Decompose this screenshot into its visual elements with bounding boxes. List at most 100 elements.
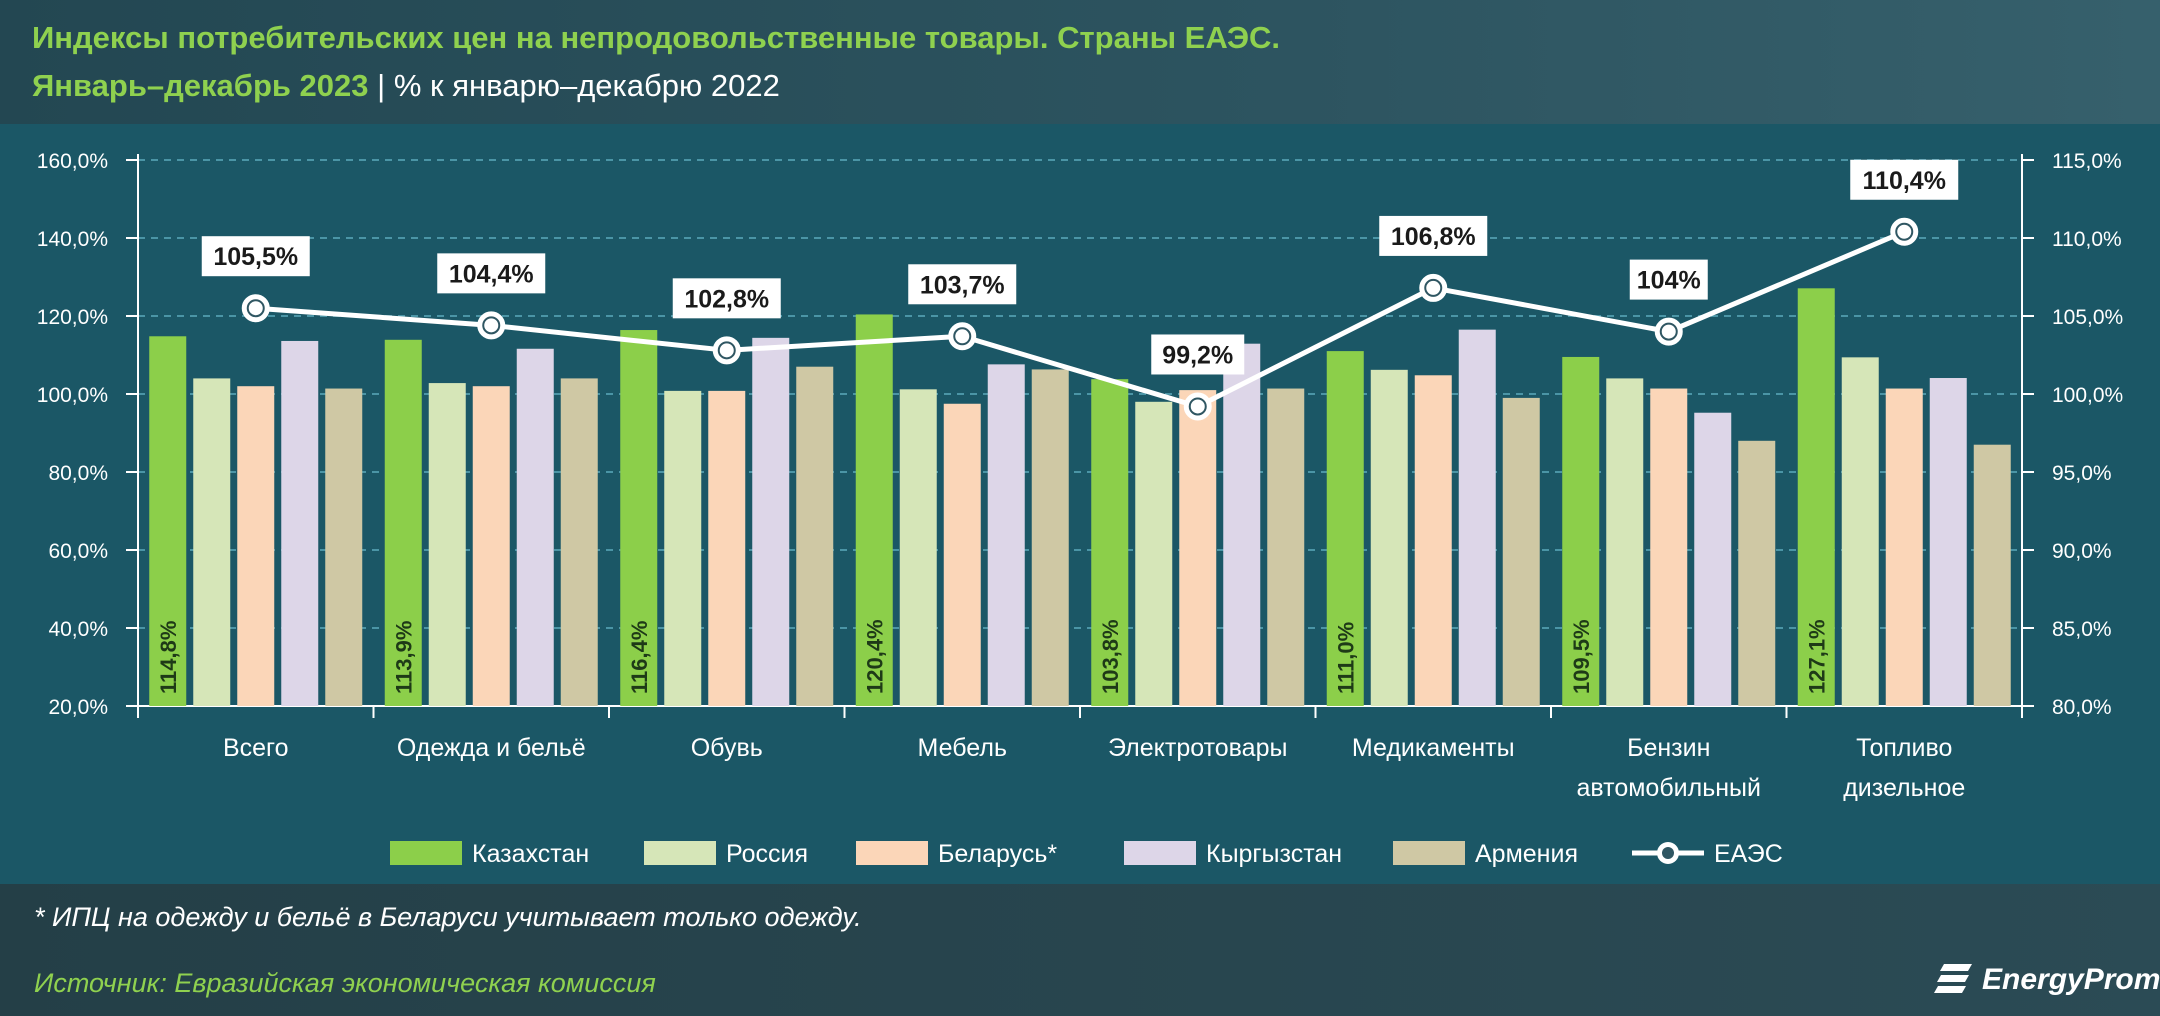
bar-belarus [943,403,981,706]
bar-data-label: 114,8% [156,621,181,694]
line-point-ring [477,311,506,340]
bar-belarus [1650,388,1688,706]
y-right-tick-label: 80,0% [2052,696,2112,719]
bar-russia [899,389,937,706]
y-left-tick-label: 100,0% [37,384,108,407]
x-category-label: автомобильный [1577,774,1761,802]
bar-kazakhstan [855,314,893,706]
chart-subtitle-line: Январь–декабрь 2023 | % к январю–декабрю… [32,68,780,104]
y-right-tick-label: 100,0% [2052,384,2123,407]
bar-kyrgyzstan [516,348,554,706]
bar-russia [1370,369,1408,706]
bar-armenia [1973,444,2011,706]
bar-data-label: 116,4% [627,621,652,694]
line-point-inner [482,316,501,335]
y-left-tick-label: 120,0% [37,306,108,329]
line-data-label: 104,4% [449,260,534,288]
legend-swatch-kazakhstan [390,841,462,865]
chart-subtitle-unit: % к январю–декабрю 2022 [393,68,780,103]
legend-label: Беларусь* [938,840,1057,868]
y-right-tick-label: 90,0% [2052,540,2112,563]
line-eaes [255,229,1906,409]
logo-text: EnergyProm [1982,963,2160,996]
line-label-box [908,264,1017,305]
chart-title: Индексы потребительских цен на непродово… [32,20,1281,55]
y-right-tick-label: 105,0% [2052,306,2123,329]
line-data-label: 105,5% [213,243,298,271]
bar-kazakhstan [1797,288,1835,706]
line-point-inner [1659,322,1678,341]
line-point-ring [241,294,270,323]
line-label-box [1850,159,1959,200]
bar-kyrgyzstan [1223,343,1261,706]
x-category-label: Одежда и бельё [397,734,586,762]
x-category-label: Обувь [691,734,763,762]
y-right-tick-label: 95,0% [2052,462,2112,485]
bar-armenia [1738,440,1776,706]
line-point-ring [1183,392,1212,421]
x-category-label: дизельное [1843,774,1965,802]
bar-armenia [1267,388,1305,706]
line-label-box [1379,215,1488,256]
bar-armenia [796,366,834,706]
bar-russia [428,383,466,706]
bar-armenia [325,388,363,706]
y-left-tick-label: 20,0% [48,696,108,719]
energyprom-logo: EnergyProm [1934,962,2160,998]
bar-kyrgyzstan [1929,378,1967,706]
bar-data-label: 113,9% [391,621,416,694]
bar-kyrgyzstan [1694,412,1732,706]
line-data-label: 102,8% [684,285,769,313]
subtitle-separator: | [377,68,386,103]
line-data-label: 106,8% [1391,223,1476,251]
legend-swatch-russia [644,841,716,865]
footer-background [0,884,2160,1016]
bar-data-label: 127,1% [1804,619,1829,694]
chart-subtitle-period: Январь–декабрь 2023 [32,68,369,103]
line-point-inner [1424,278,1443,297]
x-category-label: Мебель [918,734,1007,762]
line-point-inner [1895,222,1914,241]
bar-kazakhstan [384,339,422,706]
line-data-label: 110,4% [1863,167,1946,195]
legend-label: Кыргызстан [1206,840,1342,868]
line-label-box [1629,259,1708,300]
bar-kyrgyzstan [987,364,1025,706]
y-left-tick-label: 40,0% [48,618,108,641]
y-left-tick-label: 160,0% [37,150,108,173]
legend-swatch-armenia [1393,841,1465,865]
bar-kazakhstan [1091,379,1129,706]
legend-label: Казахстан [472,840,589,868]
line-point-ring [948,322,977,351]
bar-data-label: 109,5% [1569,619,1594,694]
line-label-box [437,253,546,294]
legend-swatch-eaes-marker-inner [1662,847,1674,859]
x-category-label: Электротовары [1108,734,1287,762]
bar-belarus [1414,375,1452,706]
bar-armenia [1502,397,1540,706]
line-label-box [672,278,781,319]
line-point-ring [1654,317,1683,346]
bar-armenia [1031,369,1069,706]
y-left-tick-label: 140,0% [37,228,108,251]
x-category-label: Топливо [1856,734,1952,762]
y-left-tick-label: 80,0% [48,462,108,485]
bar-russia [1606,378,1644,706]
bar-russia [193,378,231,706]
bar-belarus [1885,388,1923,706]
line-label-box [1151,334,1245,375]
y-right-tick-label: 115,0% [2052,150,2122,173]
bar-data-label: 120,4% [862,619,887,694]
legend-label: ЕАЭС [1714,840,1783,868]
chart-header: Индексы потребительских цен на непродово… [0,0,2160,124]
legend-swatch-kyrgyzstan [1124,841,1196,865]
legend-label: Россия [726,840,808,868]
y-right-tick-label: 85,0% [2052,618,2112,641]
line-point-ring [1419,273,1448,302]
bar-data-label: 111,0% [1333,622,1358,694]
bar-kazakhstan [1562,356,1600,706]
line-data-label: 103,7% [920,271,1005,299]
bar-data-label: 103,8% [1098,619,1123,694]
bar-armenia [560,378,598,706]
